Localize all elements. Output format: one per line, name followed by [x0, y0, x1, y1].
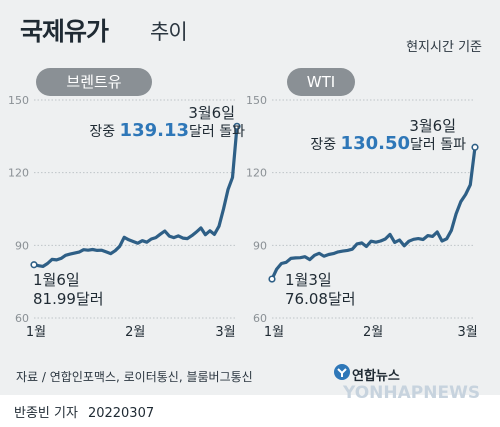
wti-label-pill: WTI — [287, 68, 355, 96]
wti-y-tick-label: 150 — [246, 94, 267, 107]
source-note: 자료 / 연합인포맥스, 로이터통신, 블룸버그통신 — [16, 370, 253, 384]
brent-label-pill: 브렌트유 — [36, 68, 152, 96]
time-basis-note: 현지시간 기준 — [406, 40, 482, 55]
brent-start-value-label: 81.99달러 — [33, 290, 104, 308]
brent-series-line — [32, 124, 239, 268]
wti-start-date-label: 1월3일 — [285, 271, 332, 289]
chart-subtitle: 추이 — [150, 20, 188, 44]
brent-y-tick-label: 150 — [8, 94, 29, 107]
brent-end-value-label: 장중 139.13달러 돌파 — [89, 120, 245, 141]
brent-x-tick-label: 3월 — [215, 325, 235, 340]
brent-start-point — [30, 261, 38, 269]
wti-x-tick-label: 3월 — [457, 325, 477, 340]
brent-end-date-label: 3월6일 — [188, 104, 235, 122]
wti-start-point — [268, 275, 276, 283]
brent-y-tick-label: 120 — [8, 167, 29, 180]
publish-date: 20220307 — [87, 406, 155, 421]
brent-y-tick-label: 90 — [15, 239, 29, 252]
brent-y-tick-label: 60 — [15, 312, 29, 325]
wti-series-line — [270, 145, 477, 281]
wti-x-tick-label: 2월 — [363, 325, 383, 340]
brent-end-point — [233, 122, 241, 130]
wti-end-date-label: 3월6일 — [409, 117, 456, 135]
brent-x-tick-label: 2월 — [125, 325, 145, 340]
watermark-text: YONHAPNEWS — [343, 383, 481, 403]
brent-x-tick-label: 1월 — [26, 325, 46, 340]
wti-end-value-label: 장중 130.50달러 돌파 — [310, 133, 466, 154]
yonhap-logo-icon — [334, 364, 350, 380]
wti-end-point — [471, 143, 479, 151]
reporter-name: 반종빈 기자 — [14, 406, 78, 421]
wti-x-tick-label: 1월 — [264, 325, 284, 340]
wti-y-tick-label: 60 — [253, 312, 267, 325]
wti-y-tick-label: 90 — [253, 239, 267, 252]
chart-title: 국제유가 — [20, 17, 109, 46]
logo-text: 연합뉴스 — [352, 369, 400, 384]
wti-y-tick-label: 120 — [246, 167, 267, 180]
chart-panel-background — [0, 0, 500, 395]
byline: 반종빈 기자 20220307 — [14, 402, 154, 421]
wti-start-value-label: 76.08달러 — [285, 290, 356, 308]
brent-start-date-label: 1월6일 — [33, 271, 80, 289]
